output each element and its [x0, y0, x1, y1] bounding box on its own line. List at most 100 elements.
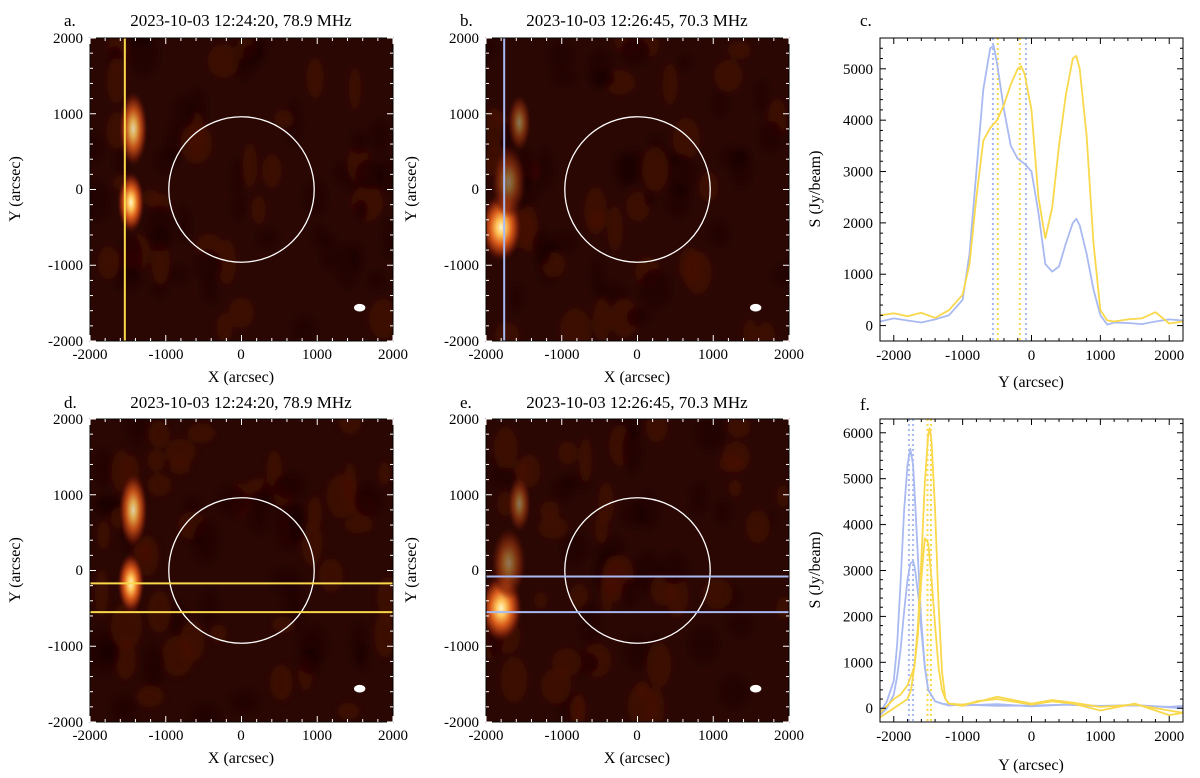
noise-blob — [318, 558, 344, 592]
noise-blob — [607, 205, 623, 252]
panel-e-ytick: 2000 — [449, 412, 479, 428]
panel-a-ytick: -1000 — [48, 258, 83, 274]
panel-d-ytick: -2000 — [48, 715, 83, 731]
panel-b-ylabel: Y (arcsec) — [403, 156, 420, 222]
y-tick-label: 0 — [866, 701, 874, 717]
x-tick-label: 0 — [1028, 348, 1036, 364]
noise-blob — [702, 578, 733, 610]
plot-frame — [879, 37, 1184, 342]
noise-blob — [348, 67, 361, 111]
noise-blob — [493, 426, 518, 471]
y-tick-label: 4000 — [843, 518, 873, 534]
noise-blob — [251, 195, 266, 225]
noise-blob — [248, 490, 269, 533]
map-image — [486, 38, 789, 341]
noise-blob — [163, 265, 189, 284]
noise-blob — [756, 322, 776, 341]
noise-blob — [337, 702, 360, 720]
noise-blob — [689, 626, 719, 663]
noise-blob — [714, 59, 743, 92]
panel-b-xticks: -2000 -1000 0 1000 2000 — [469, 347, 805, 363]
noise-blob — [699, 171, 719, 202]
noise-blob — [193, 520, 218, 563]
panel-e-xtick: -1000 — [545, 728, 580, 744]
noise-blob — [711, 90, 728, 118]
panel-e-xtick: -2000 — [469, 728, 504, 744]
noise-blob — [228, 297, 254, 328]
panel-a-map — [89, 37, 394, 342]
panel-a-ylabel: Y (arcsec) — [7, 156, 24, 222]
panel-d: d. 2023-10-03 12:24:20, 78.9 MHz -2000 -… — [7, 393, 408, 767]
map-noise — [90, 38, 393, 341]
noise-blob — [672, 117, 700, 160]
panel-d-xticks: -2000 -1000 0 1000 2000 — [73, 728, 409, 744]
panel-a-ytick: 2000 — [53, 31, 83, 47]
noise-blob — [90, 179, 111, 223]
noise-blob — [540, 668, 572, 704]
noise-blob — [269, 664, 293, 701]
noise-blob — [262, 154, 282, 188]
noise-blob — [552, 648, 582, 677]
noise-blob — [718, 454, 745, 473]
noise-blob — [772, 264, 789, 286]
noise-blob — [645, 419, 668, 443]
solar-disk — [168, 116, 315, 263]
noise-blob — [719, 675, 750, 709]
noise-blob — [179, 621, 205, 662]
noise-blob — [115, 639, 136, 680]
plot-ticks: -2000 -1000 0 1000 2000 0 1000 2000 3000 4000 5000 — [843, 37, 1184, 364]
noise-blob — [569, 583, 589, 608]
noise-blob — [242, 143, 258, 189]
noise-blob — [144, 205, 175, 252]
panel-a-xtick: 2000 — [378, 347, 408, 363]
y-tick-label: 2000 — [843, 609, 873, 625]
noise-blob — [538, 516, 569, 540]
noise-blob — [594, 512, 608, 544]
noise-blob — [679, 247, 702, 284]
noise-blob — [350, 130, 368, 155]
noise-blob — [376, 576, 393, 620]
noise-blob — [136, 685, 164, 708]
panel-a-xticks: -2000 -1000 0 1000 2000 — [73, 347, 409, 363]
noise-blob — [382, 218, 393, 257]
noise-blob — [231, 159, 244, 195]
noise-blob — [112, 694, 136, 722]
panel-e-ytick: -1000 — [444, 639, 479, 655]
noise-blob — [301, 520, 323, 566]
radio-source — [118, 90, 148, 168]
noise-blob — [343, 462, 357, 503]
noise-blob — [534, 591, 548, 609]
series-line — [880, 560, 1183, 716]
panel-b-label: b. — [460, 11, 473, 30]
panel-b-ytick: -2000 — [444, 334, 479, 350]
noise-blob — [726, 614, 755, 636]
radio-source — [117, 171, 145, 234]
noise-blob — [561, 531, 588, 565]
x-tick-label: 1000 — [1085, 729, 1115, 745]
solar-disk — [564, 497, 711, 644]
panel-a-xtick: -1000 — [149, 347, 184, 363]
noise-blob — [128, 38, 159, 77]
y-tick-label: 3000 — [843, 564, 873, 580]
noise-blob — [620, 579, 638, 610]
panel-d-xtick: 0 — [237, 728, 245, 744]
noise-blob — [106, 58, 127, 104]
panel-a-xtick: 0 — [237, 347, 245, 363]
noise-blob — [368, 298, 393, 339]
noise-blob — [690, 481, 707, 515]
panel-b-xtick: 1000 — [698, 347, 728, 363]
noise-blob — [742, 319, 758, 341]
plot-area — [880, 419, 1183, 722]
noise-blob — [579, 437, 592, 483]
map-image — [90, 419, 393, 722]
noise-blob — [728, 479, 742, 497]
noise-blob — [579, 600, 601, 646]
noise-blob — [344, 516, 374, 534]
panel-a-yticks: -2000 -1000 0 1000 2000 — [48, 31, 83, 350]
panel-a-ytick: 0 — [76, 182, 84, 198]
beam-ellipse — [353, 684, 366, 693]
noise-blob — [355, 159, 385, 190]
noise-blob — [727, 419, 751, 438]
noise-blob — [646, 687, 665, 722]
noise-blob — [306, 57, 324, 99]
